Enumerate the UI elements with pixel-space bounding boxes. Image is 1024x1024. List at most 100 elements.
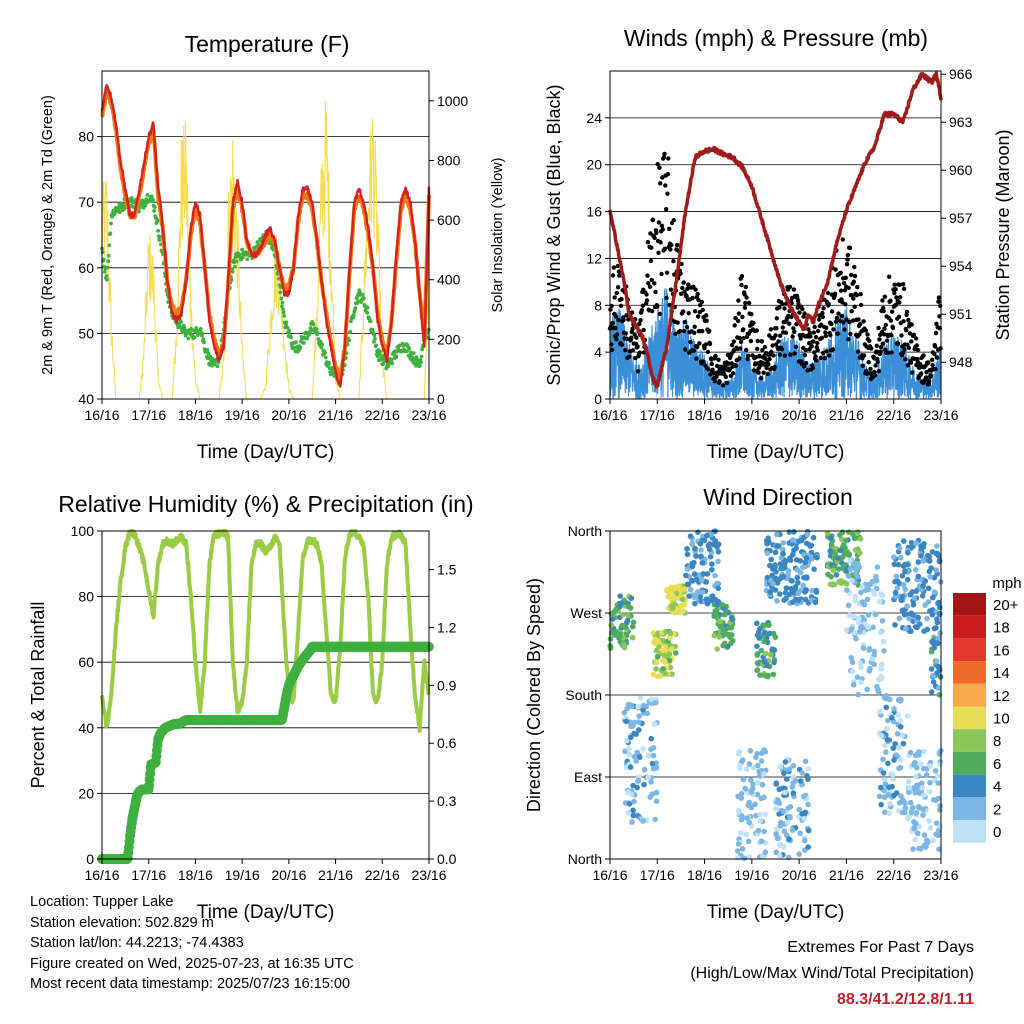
direction-point bbox=[754, 620, 760, 627]
direction-point bbox=[873, 573, 879, 580]
gust-point bbox=[843, 275, 848, 280]
dewpoint-point bbox=[372, 333, 377, 338]
direction-point bbox=[937, 610, 943, 617]
gust-point bbox=[627, 354, 632, 359]
gust-point bbox=[889, 333, 894, 338]
direction-point bbox=[774, 835, 781, 842]
direction-point bbox=[754, 779, 761, 786]
direction-point bbox=[785, 568, 792, 574]
direction-point bbox=[893, 790, 900, 796]
gust-point bbox=[901, 319, 906, 324]
direction-point bbox=[799, 770, 805, 776]
direction-point bbox=[772, 634, 779, 640]
panel-4-title: Wind Direction bbox=[703, 484, 853, 510]
direction-point bbox=[801, 793, 807, 800]
dewpoint-point bbox=[351, 313, 356, 317]
direction-point bbox=[916, 621, 923, 627]
dewpoint-point bbox=[202, 340, 206, 345]
direction-point bbox=[641, 766, 648, 773]
gust-point bbox=[921, 353, 926, 358]
direction-point bbox=[843, 627, 850, 633]
direction-point bbox=[648, 735, 654, 742]
direction-point bbox=[635, 703, 641, 710]
direction-point bbox=[921, 832, 928, 838]
gust-point bbox=[639, 308, 645, 313]
direction-point bbox=[735, 855, 741, 861]
y-right-tick-label: 951 bbox=[949, 306, 973, 322]
gust-point bbox=[649, 245, 654, 250]
direction-point bbox=[653, 666, 659, 672]
direction-point bbox=[799, 564, 806, 571]
gust-point bbox=[678, 328, 683, 334]
gust-point bbox=[652, 235, 657, 241]
direction-point bbox=[931, 797, 937, 803]
direction-point bbox=[700, 571, 707, 577]
gust-point bbox=[907, 331, 913, 336]
gust-point bbox=[792, 351, 797, 356]
gust-point bbox=[811, 339, 816, 344]
direction-point bbox=[908, 799, 914, 806]
direction-point bbox=[814, 554, 820, 561]
direction-point bbox=[805, 827, 812, 834]
gust-point bbox=[905, 363, 911, 368]
dewpoint-point bbox=[152, 205, 157, 210]
dewpoint-point bbox=[386, 364, 391, 368]
direction-point bbox=[640, 702, 647, 709]
gust-point bbox=[655, 304, 660, 309]
colorbar-swatch bbox=[953, 661, 986, 684]
gust-point bbox=[655, 161, 660, 167]
gust-point bbox=[840, 237, 845, 242]
gust-point bbox=[763, 356, 768, 361]
direction-point bbox=[667, 635, 673, 641]
colorbar-label: 14 bbox=[993, 665, 1010, 682]
x-axis-label: Time (Day/UTC) bbox=[707, 442, 845, 463]
x-tick-label: 16/16 bbox=[84, 407, 119, 423]
direction-point bbox=[856, 615, 862, 622]
direction-point bbox=[650, 745, 657, 751]
gust-point bbox=[659, 271, 664, 277]
dewpoint-point bbox=[327, 366, 332, 371]
direction-point bbox=[867, 665, 873, 672]
gust-point bbox=[773, 333, 778, 338]
gust-point bbox=[824, 325, 829, 330]
dewpoint-point bbox=[179, 320, 183, 324]
direction-point bbox=[709, 567, 715, 573]
direction-point bbox=[764, 550, 771, 556]
direction-point bbox=[896, 744, 902, 751]
direction-point bbox=[928, 666, 935, 672]
direction-point bbox=[759, 853, 766, 860]
direction-point bbox=[928, 565, 934, 571]
y-right-tick-label: 0.9 bbox=[437, 677, 457, 693]
direction-point bbox=[761, 794, 767, 801]
gust-point bbox=[841, 320, 846, 325]
direction-point bbox=[895, 712, 901, 718]
direction-point bbox=[850, 681, 857, 688]
direction-point bbox=[926, 818, 932, 824]
gust-point bbox=[644, 292, 649, 297]
direction-point bbox=[792, 777, 799, 784]
gust-point bbox=[730, 371, 736, 376]
direction-point bbox=[746, 819, 753, 826]
dewpoint-point bbox=[314, 327, 319, 332]
gust-point bbox=[803, 347, 808, 353]
gust-point bbox=[754, 328, 759, 333]
gust-point bbox=[798, 336, 803, 341]
direction-point bbox=[772, 564, 778, 570]
direction-point bbox=[921, 748, 927, 755]
direction-point bbox=[711, 632, 718, 639]
x-tick-label: 20/16 bbox=[782, 867, 817, 883]
dewpoint-point bbox=[233, 264, 237, 269]
direction-point bbox=[913, 821, 919, 827]
direction-point bbox=[805, 766, 812, 772]
direction-point bbox=[684, 546, 690, 552]
direction-point bbox=[712, 538, 719, 544]
x-tick-label: 17/16 bbox=[131, 867, 166, 883]
x-tick-label: 20/16 bbox=[271, 407, 306, 423]
direction-point bbox=[687, 586, 694, 593]
gust-point bbox=[683, 347, 688, 352]
dewpoint-point bbox=[360, 292, 365, 297]
dewpoint-point bbox=[419, 354, 424, 359]
gust-point bbox=[685, 286, 690, 291]
dewpoint-point bbox=[380, 354, 385, 358]
direction-point bbox=[734, 848, 741, 854]
